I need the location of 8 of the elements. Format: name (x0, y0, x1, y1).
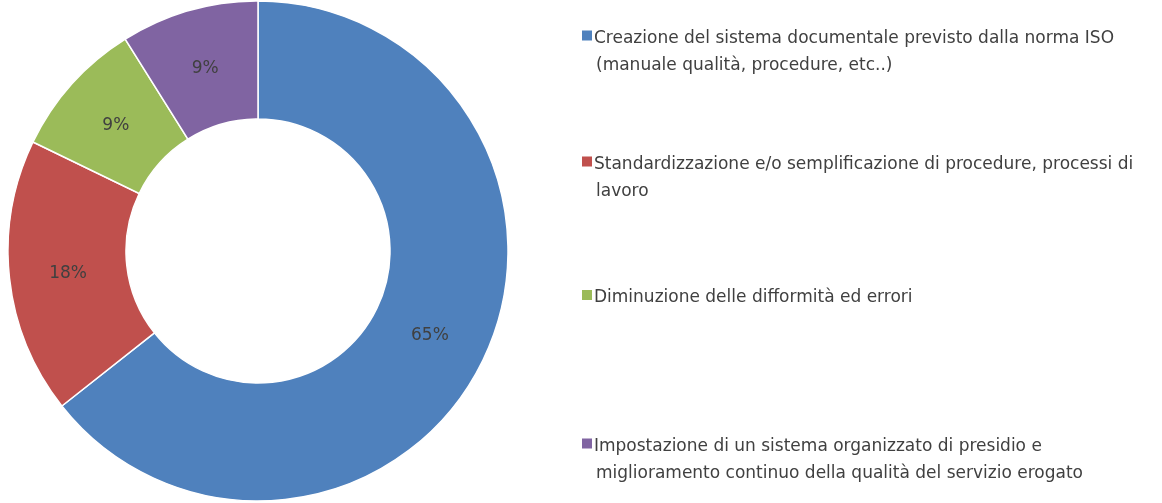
legend-label: Creazione del sistema documentale previsto dalla norma ISO (manuale qualità, procedure, etc..) (594, 26, 1115, 74)
legend-label: Impostazione di un sistema organizzato di presidio e miglioramento continuo della qualità del servizio erogato (594, 434, 1083, 482)
data-label: 65% (411, 324, 449, 345)
legend-label: Diminuzione delle difformità ed errori (594, 286, 913, 306)
data-label: 9% (191, 57, 219, 78)
data-label: 18% (49, 261, 88, 282)
data-label: 9% (102, 113, 130, 134)
legend-label: Standardizzazione e/o semplificazione di procedure, processi di lavoro (594, 152, 1134, 200)
